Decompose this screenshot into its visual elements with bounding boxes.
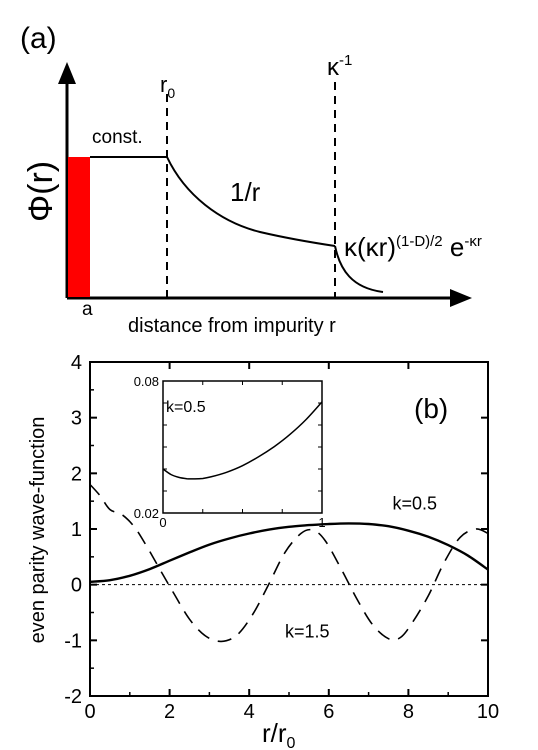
x-tick-label: 6 bbox=[323, 701, 334, 723]
exponential-tail-curve bbox=[334, 245, 384, 293]
x-tick-label: 10 bbox=[477, 701, 499, 723]
y-tick-label: 2 bbox=[71, 463, 82, 485]
y-ticks: -2 -1 0 1 2 3 4 bbox=[64, 352, 488, 708]
inset-frame bbox=[162, 380, 323, 514]
inverse-r-label: 1/r bbox=[230, 177, 261, 207]
y-tick-label: 3 bbox=[71, 408, 82, 430]
inset-x-tick-label: 1 bbox=[318, 515, 325, 530]
inset-series bbox=[162, 401, 323, 480]
inset-series-k-0-5 bbox=[162, 401, 323, 480]
x-tick-label: 4 bbox=[244, 701, 255, 723]
y-axis-arrowhead bbox=[58, 62, 76, 84]
series-group bbox=[89, 483, 489, 643]
inset: 0.02 0.08 0 1 k=0.5 bbox=[134, 374, 326, 530]
panel-b-label: (b) bbox=[414, 393, 448, 424]
inset-y-tick-label: 0.08 bbox=[134, 374, 159, 389]
series-annotation: k=0.5 bbox=[392, 494, 437, 514]
inset-ticks: 0.02 0.08 0 1 bbox=[134, 374, 326, 530]
far-field-label: κ(κr)(1-D)/2 e-κr bbox=[344, 232, 482, 262]
series-k-0-5 bbox=[89, 522, 489, 584]
inset-x-tick-label: 0 bbox=[159, 515, 166, 530]
inset-y-tick-label: 0.02 bbox=[134, 506, 159, 521]
panel-b-xlabel: r/r0 bbox=[262, 718, 296, 750]
x-tick-label: 2 bbox=[164, 701, 175, 723]
panel-a-ylabel: Φ(r) bbox=[22, 161, 60, 222]
y-tick-label: 1 bbox=[71, 519, 82, 541]
series-annotation: k=1.5 bbox=[285, 622, 330, 642]
panel-a-xlabel: distance from impurity r bbox=[128, 315, 336, 337]
y-tick-label: -2 bbox=[64, 686, 82, 708]
x-axis-arrowhead bbox=[450, 289, 472, 307]
x-ticks: 0 2 4 6 8 10 bbox=[84, 362, 499, 723]
y-tick-label: 0 bbox=[71, 575, 82, 597]
x-tick-label: 8 bbox=[403, 701, 414, 723]
panel-a-label: (a) bbox=[20, 22, 57, 55]
inverse-r-curve bbox=[166, 156, 336, 247]
r0-label: r0 bbox=[160, 72, 175, 101]
const-label: const. bbox=[92, 127, 143, 148]
panel-b-ylabel: even parity wave-function bbox=[27, 417, 49, 644]
annotations: k=0.5 k=1.5 bbox=[285, 494, 437, 642]
y-tick-label: -1 bbox=[64, 630, 82, 652]
y-tick-label: 4 bbox=[71, 352, 82, 374]
kappa-label: κ-1 bbox=[327, 52, 352, 81]
series-k-1-5 bbox=[89, 483, 489, 643]
marker-a-label: a bbox=[82, 299, 93, 320]
impurity-bar bbox=[68, 157, 90, 297]
x-tick-label: 0 bbox=[84, 701, 95, 723]
panel-a: (a) Φ(r) a const. r0 1/r κ-1 κ(κr)(1-D)/… bbox=[20, 22, 482, 337]
inset-label: k=0.5 bbox=[166, 399, 206, 416]
